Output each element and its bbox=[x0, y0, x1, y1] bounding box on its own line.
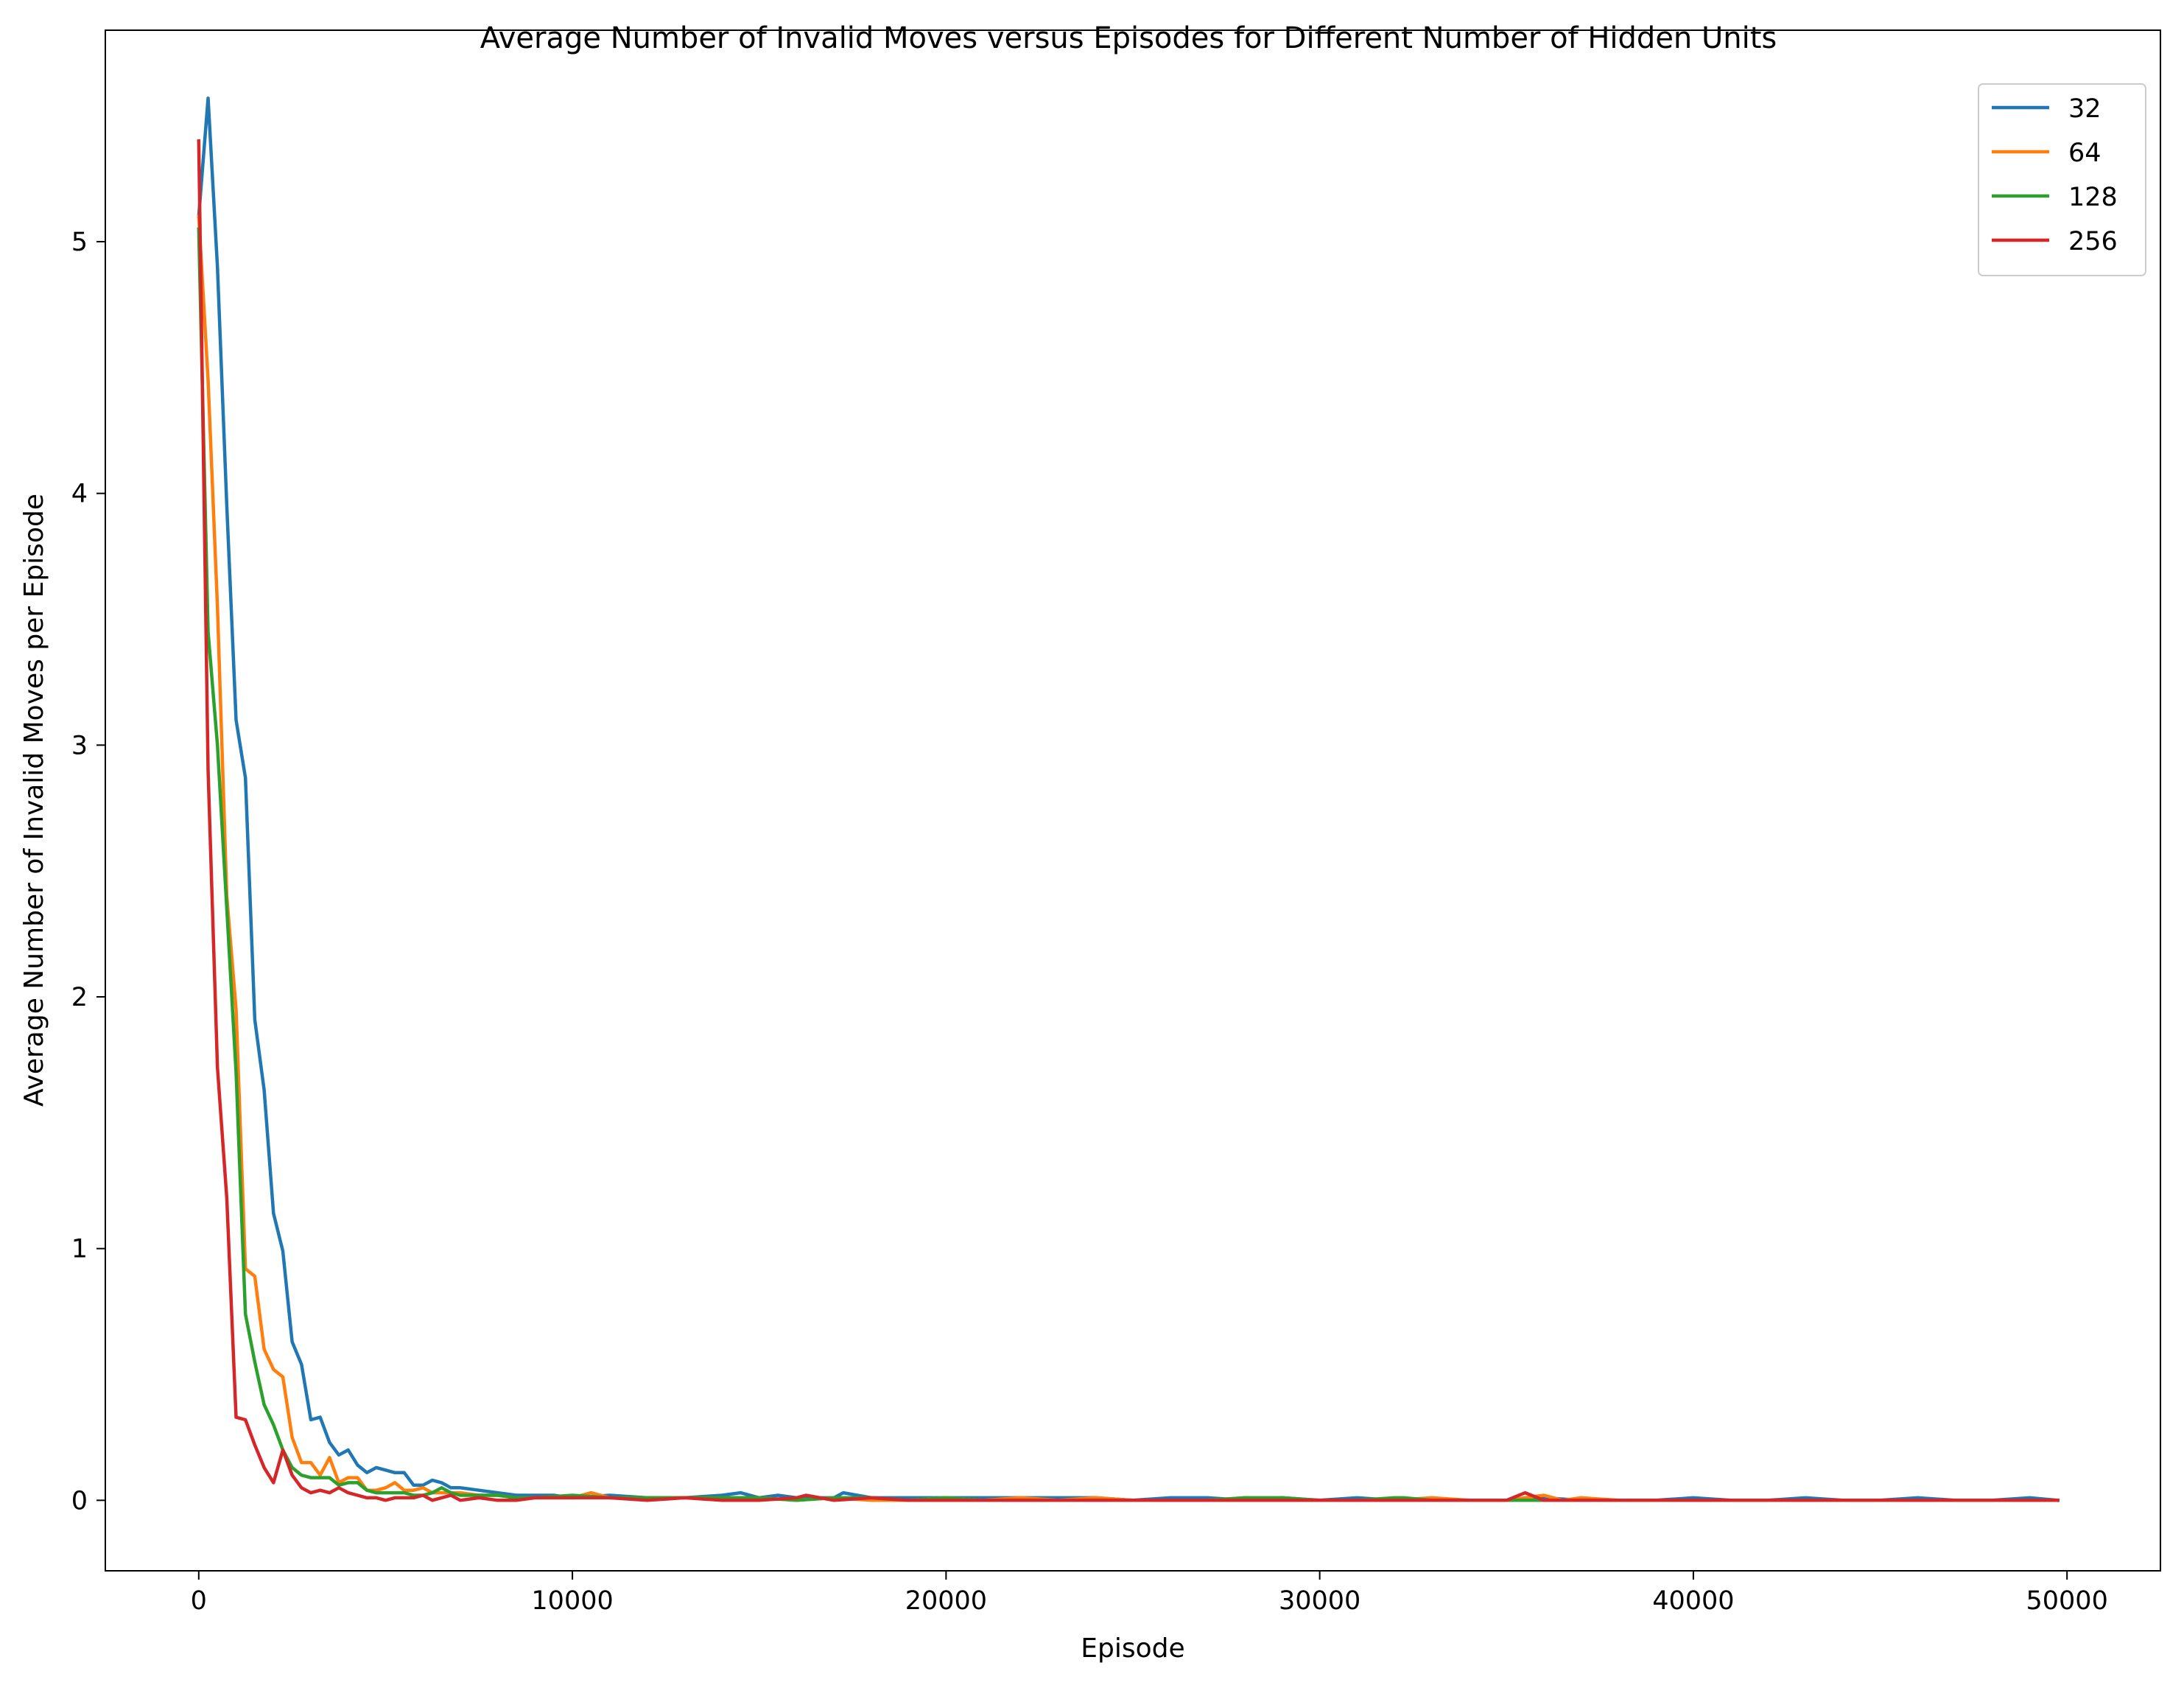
x-tick-label: 10000 bbox=[531, 1586, 613, 1616]
plot-area bbox=[197, 97, 2060, 1502]
legend-label-64: 64 bbox=[2068, 139, 2102, 168]
legend: 32 64 128 256 bbox=[1978, 83, 2146, 276]
x-axis: 0 10000 20000 30000 40000 50000 bbox=[191, 1571, 2108, 1616]
legend-label-256: 256 bbox=[2068, 227, 2118, 256]
chart-title: Average Number of Invalid Moves versus E… bbox=[480, 21, 1777, 55]
y-axis-label: Average Number of Invalid Moves per Epis… bbox=[19, 494, 49, 1107]
y-tick-label: 1 bbox=[71, 1235, 88, 1264]
x-axis-label: Episode bbox=[1081, 1633, 1184, 1664]
x-tick-label: 40000 bbox=[1652, 1586, 1734, 1616]
legend-box bbox=[1978, 83, 2146, 276]
series-line-256 bbox=[197, 139, 2060, 1502]
y-tick-label: 4 bbox=[71, 480, 88, 509]
y-tick-label: 5 bbox=[71, 228, 88, 257]
x-tick-label: 30000 bbox=[1279, 1586, 1360, 1616]
legend-label-128: 128 bbox=[2068, 183, 2118, 212]
y-tick-label: 0 bbox=[71, 1486, 88, 1516]
legend-label-32: 32 bbox=[2068, 94, 2102, 124]
x-tick-label: 20000 bbox=[905, 1586, 987, 1616]
y-tick-label: 2 bbox=[71, 983, 88, 1012]
x-tick-label: 0 bbox=[191, 1586, 207, 1616]
y-axis: 0 1 2 3 4 5 bbox=[71, 228, 105, 1516]
y-tick-label: 3 bbox=[71, 731, 88, 760]
plot-frame bbox=[105, 29, 2161, 1572]
x-tick-label: 50000 bbox=[2026, 1586, 2108, 1616]
